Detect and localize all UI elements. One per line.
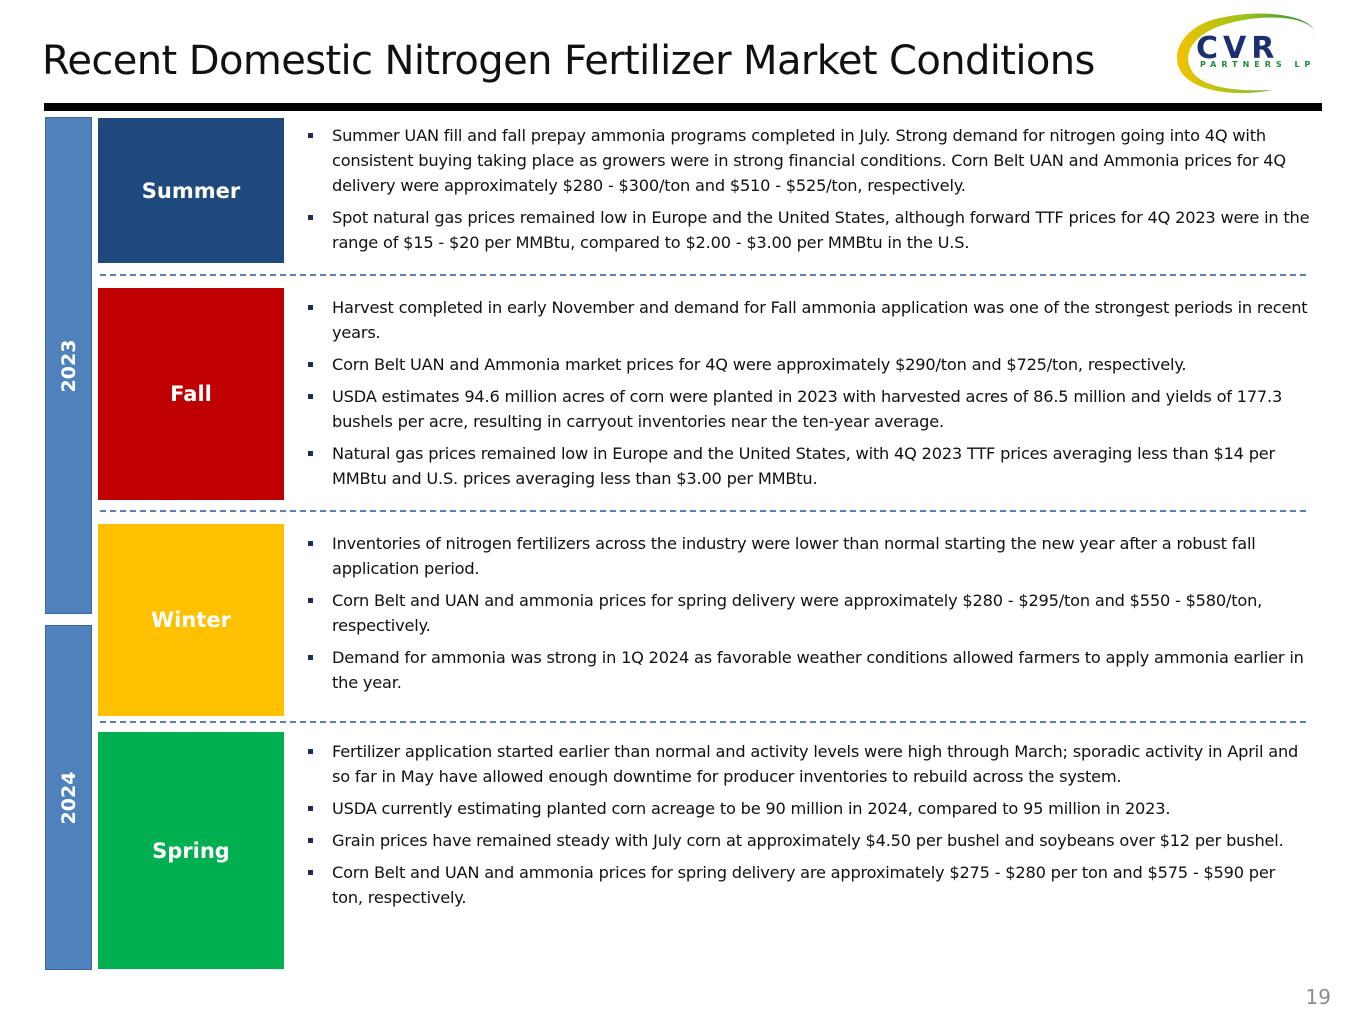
year-label: 2023 — [57, 339, 80, 392]
bullet-item: Fertilizer application started earlier t… — [300, 739, 1310, 789]
section-divider — [100, 274, 1306, 276]
section-divider — [100, 510, 1306, 512]
season-label: Winter — [151, 608, 231, 632]
bullet-item: Natural gas prices remained low in Europ… — [300, 441, 1310, 491]
summer-bullets: Summer UAN fill and fall prepay ammonia … — [300, 123, 1310, 262]
bullet-item: USDA currently estimating planted corn a… — [300, 796, 1310, 821]
bullet-item: USDA estimates 94.6 million acres of cor… — [300, 384, 1310, 434]
season-winter: Winter — [98, 524, 284, 716]
winter-bullets: Inventories of nitrogen fertilizers acro… — [300, 531, 1310, 702]
bullet-item: Inventories of nitrogen fertilizers acro… — [300, 531, 1310, 581]
bullet-item: Spot natural gas prices remained low in … — [300, 205, 1310, 255]
season-summer: Summer — [98, 118, 284, 263]
season-fall: Fall — [98, 288, 284, 500]
title-rule — [44, 103, 1322, 111]
bullet-item: Summer UAN fill and fall prepay ammonia … — [300, 123, 1310, 198]
logo-name: CVR — [1196, 31, 1280, 66]
bullet-item: Corn Belt and UAN and ammonia prices for… — [300, 860, 1310, 910]
bullet-item: Harvest completed in early November and … — [300, 295, 1310, 345]
bullet-item: Corn Belt and UAN and ammonia prices for… — [300, 588, 1310, 638]
season-label: Summer — [141, 178, 241, 203]
season-spring: Spring — [98, 732, 284, 969]
year-label: 2024 — [57, 771, 80, 824]
year-bar-2024: 2024 — [45, 625, 92, 970]
bullet-item: Demand for ammonia was strong in 1Q 2024… — [300, 645, 1310, 695]
year-bar-2023: 2023 — [45, 117, 92, 614]
fall-bullets: Harvest completed in early November and … — [300, 295, 1310, 498]
spring-bullets: Fertilizer application started earlier t… — [300, 739, 1310, 917]
section-divider — [100, 721, 1306, 723]
bullet-item: Grain prices have remained steady with J… — [300, 828, 1310, 853]
season-label: Spring — [152, 838, 230, 863]
logo-subtitle: PARTNERS LP — [1200, 60, 1316, 69]
bullet-item: Corn Belt UAN and Ammonia market prices … — [300, 352, 1310, 377]
season-label: Fall — [170, 382, 212, 406]
page-title: Recent Domestic Nitrogen Fertilizer Mark… — [42, 38, 1095, 84]
page-number: 19 — [1305, 985, 1331, 1009]
